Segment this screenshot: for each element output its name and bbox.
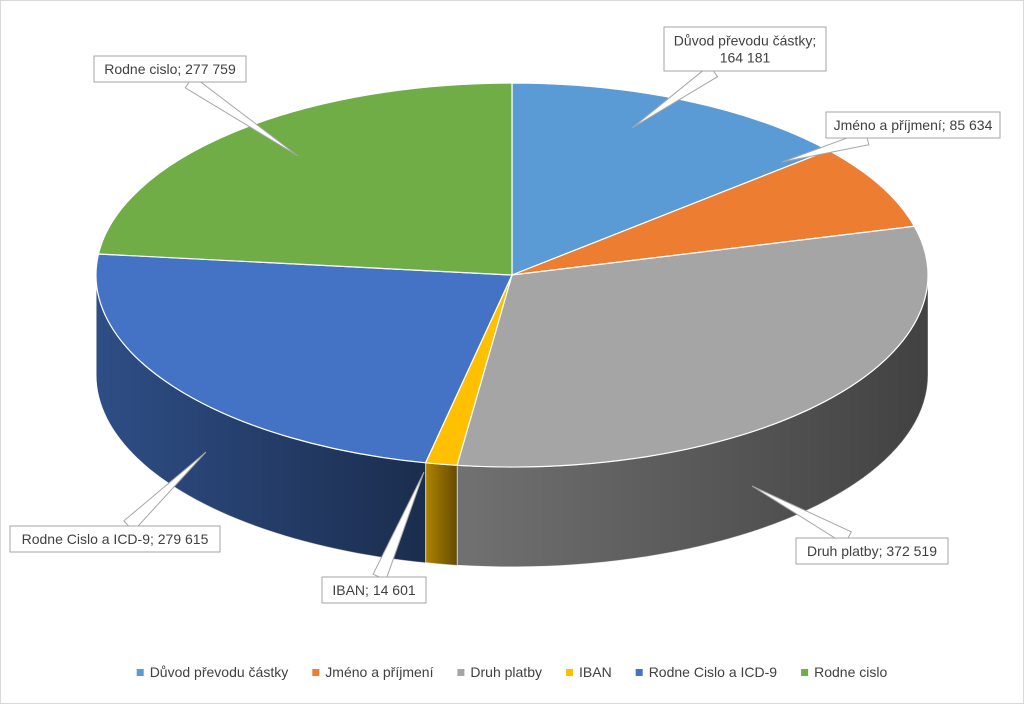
- legend-label-iban: IBAN: [579, 664, 612, 680]
- data-label-box-druh-platby: [795, 537, 949, 565]
- legend-marker-duvod-prevodu-castky: [136, 669, 144, 676]
- data-label-jmeno-a-prijmeni: Jméno a příjmení; 85 634: [834, 117, 993, 133]
- data-label-box-rodne-cislo: [93, 55, 247, 83]
- data-label-duvod-prevodu-castky-line-2: 164 181: [720, 50, 771, 66]
- data-label-rodne-cislo-a-icd-9: Rodne Cislo a ICD-9; 279 615: [22, 531, 209, 547]
- legend-label-jmeno-a-prijmeni: Jméno a příjmení: [325, 664, 433, 680]
- pie-side-druh-platby-shading: [457, 275, 928, 567]
- data-label-rodne-cislo: Rodne cislo; 277 759: [104, 61, 236, 77]
- pie-slice-duvod-prevodu-castky: [511, 82, 829, 276]
- pie-slice-rodne-cislo: [97, 82, 513, 276]
- legend-marker-rodne-cislo: [801, 669, 809, 676]
- pie-side-rodne-cislo-a-icd-9-shading: [96, 275, 426, 563]
- pie-slice-jmeno-a-prijmeni: [511, 149, 915, 276]
- legend-label-duvod-prevodu-castky: Důvod převodu částky: [150, 664, 289, 680]
- data-label-box-duvod-prevodu-castky: [663, 26, 827, 72]
- data-label-duvod-prevodu-castky-line-1: Důvod převodu částky;: [674, 33, 816, 49]
- legend-marker-jmeno-a-prijmeni: [312, 669, 320, 676]
- pie-slice-rodne-cislo-a-icd-9: [95, 253, 513, 464]
- data-label-box-rodne-cislo-a-icd-9: [9, 525, 221, 553]
- legend-label-rodne-cislo: Rodne cislo: [814, 664, 887, 680]
- data-label-box-jmeno-a-prijmeni: [825, 111, 1001, 139]
- data-label-iban: IBAN; 14 601: [332, 582, 415, 598]
- data-label-box-iban: [321, 576, 427, 604]
- data-label-druh-platby: Druh platby; 372 519: [807, 543, 937, 559]
- legend-marker-druh-platby: [457, 669, 465, 676]
- pie-slice-druh-platby: [456, 225, 929, 468]
- legend-label-rodne-cislo-a-icd-9: Rodne Cislo a ICD-9: [649, 664, 778, 680]
- legend-marker-rodne-cislo-a-icd-9: [635, 669, 643, 676]
- legend-label-druh-platby: Druh platby: [470, 664, 542, 680]
- legend-marker-iban: [566, 669, 573, 676]
- pie-side-iban-shading: [425, 462, 458, 566]
